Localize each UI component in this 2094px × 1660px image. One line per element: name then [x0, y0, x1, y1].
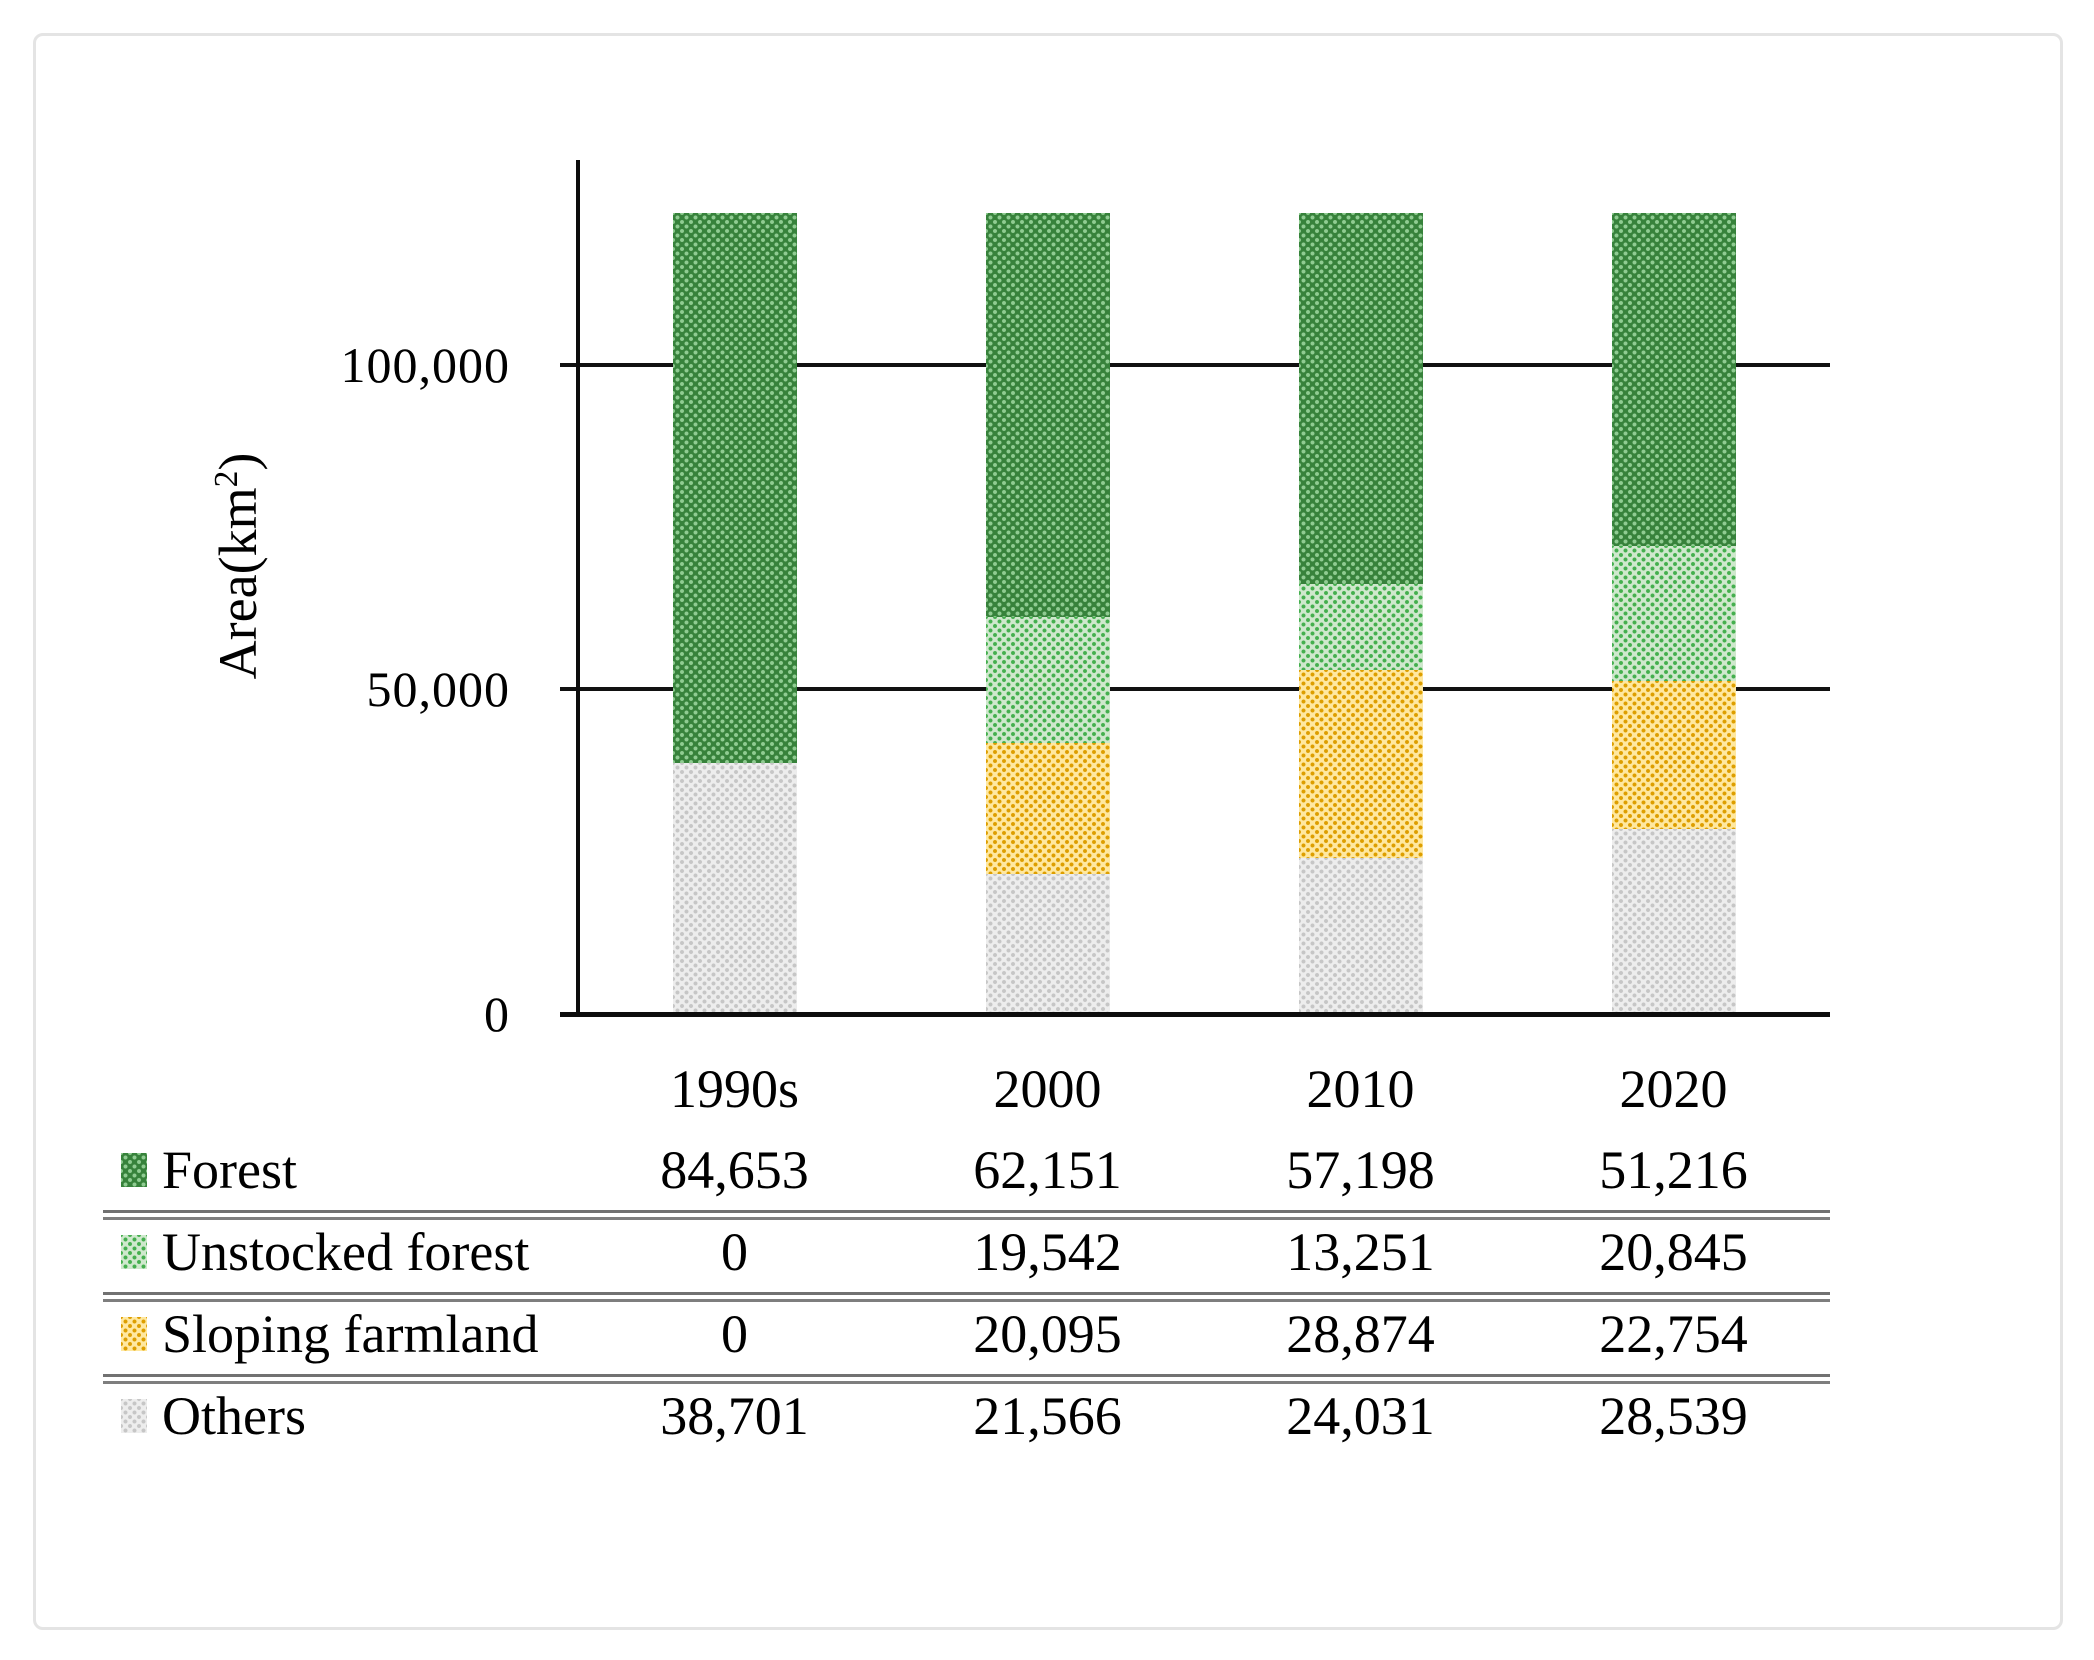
y-axis-title-text: Area(km [208, 487, 268, 680]
y-tick-label-0: 0 [484, 986, 510, 1042]
table-value-others-2010: 24,031 [1286, 1386, 1435, 1446]
bar-segment-unstocked-forest-2020 [1611, 545, 1736, 681]
bar-segment-forest-2020 [1611, 213, 1736, 546]
legend-swatch-forest [121, 1153, 147, 1187]
table-value-sloping-farmland-2010: 28,874 [1286, 1304, 1435, 1364]
table-value-forest-2000: 62,151 [973, 1140, 1122, 1200]
x-category-label-2020: 2020 [1619, 1059, 1728, 1119]
legend-swatch-others [121, 1399, 147, 1433]
table-value-others-2000: 21,566 [973, 1386, 1122, 1446]
bar-segment-forest-2000 [985, 213, 1110, 617]
table-value-unstocked-forest-2010: 13,251 [1286, 1222, 1435, 1282]
bar-segment-forest-1990s [672, 213, 797, 763]
table-value-sloping-farmland-2000: 20,095 [973, 1304, 1122, 1364]
bar-segment-sloping-farmland-2010 [1298, 670, 1423, 858]
legend-label-others: Others [162, 1386, 306, 1446]
y-axis-line [576, 160, 580, 1016]
bar-segment-unstocked-forest-2010 [1298, 584, 1423, 671]
table-value-unstocked-forest-2000: 19,542 [973, 1222, 1122, 1282]
y-tick-mark-50,000 [560, 687, 578, 692]
bar-segment-sloping-farmland-2000 [985, 743, 1110, 874]
legend-label-forest: Forest [162, 1140, 297, 1200]
legend-swatch-unstocked-forest [121, 1235, 147, 1269]
y-axis-title-suffix: ) [208, 452, 268, 471]
bar-segment-others-1990s [672, 762, 797, 1014]
bar-segment-sloping-farmland-2020 [1611, 680, 1736, 829]
table-divider-2 [103, 1292, 1830, 1302]
table-value-unstocked-forest-1990s: 0 [721, 1222, 748, 1282]
y-tick-label-50,000: 50,000 [366, 661, 510, 718]
legend-label-sloping-farmland: Sloping farmland [162, 1304, 539, 1364]
x-category-label-2000: 2000 [993, 1059, 1102, 1119]
table-divider-3 [103, 1374, 1830, 1384]
x-category-label-2010: 2010 [1306, 1059, 1415, 1119]
x-category-label-1990s: 1990s [669, 1059, 799, 1119]
table-value-forest-2010: 57,198 [1286, 1140, 1435, 1200]
table-value-sloping-farmland-2020: 22,754 [1599, 1304, 1748, 1364]
x-axis-line [560, 1012, 1830, 1017]
gridline-50,000 [578, 687, 1830, 692]
table-value-forest-1990s: 84,653 [660, 1140, 809, 1200]
bar-segment-others-2000 [985, 873, 1110, 1014]
table-divider-1 [103, 1210, 1830, 1220]
bar-segment-forest-2010 [1298, 213, 1423, 585]
bar-segment-others-2010 [1298, 857, 1423, 1014]
figure-border [33, 33, 2063, 1630]
table-value-forest-2020: 51,216 [1599, 1140, 1748, 1200]
bar-segment-others-2020 [1611, 828, 1736, 1014]
y-axis-title: Area(km2) [207, 453, 269, 680]
gridline-100,000 [578, 362, 1830, 367]
y-tick-mark-100,000 [560, 362, 578, 367]
table-value-unstocked-forest-2020: 20,845 [1599, 1222, 1748, 1282]
table-value-others-2020: 28,539 [1599, 1386, 1748, 1446]
y-tick-label-100,000: 100,000 [340, 336, 510, 393]
legend-swatch-sloping-farmland [121, 1317, 147, 1351]
table-value-sloping-farmland-1990s: 0 [721, 1304, 748, 1364]
legend-label-unstocked-forest: Unstocked forest [162, 1222, 530, 1282]
y-axis-title-superscript: 2 [208, 470, 245, 488]
table-value-others-1990s: 38,701 [660, 1386, 809, 1446]
bar-segment-unstocked-forest-2000 [985, 616, 1110, 744]
